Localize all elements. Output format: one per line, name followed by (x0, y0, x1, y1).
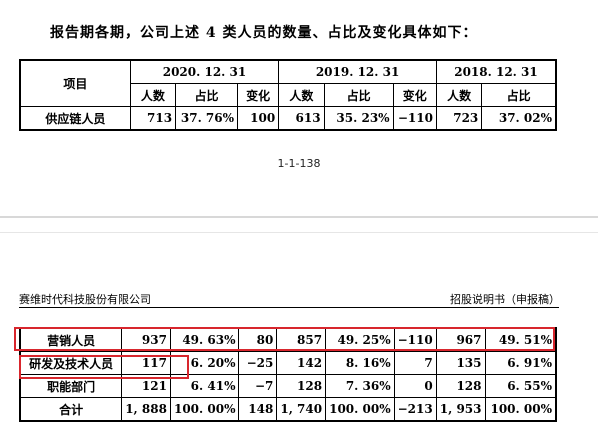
table-cell: 6. 41% (169, 374, 240, 398)
table-cell: 6. 55% (484, 374, 557, 398)
document-header: 招股说明书（申报稿） (450, 293, 560, 306)
table-cell: 49. 63% (169, 327, 240, 352)
table-cell: −25 (238, 351, 278, 375)
header-rule (19, 307, 559, 308)
table-cell: −110 (393, 327, 437, 352)
page-number: 1-1-138 (277, 157, 321, 170)
sub-header: 变化 (237, 83, 280, 107)
table-cell: 128 (435, 374, 486, 398)
table-cell: 713 (129, 106, 177, 131)
table-cell: 6. 20% (169, 351, 240, 375)
table-cell: 49. 25% (325, 327, 395, 352)
highlight-box-rd-cell (19, 355, 189, 379)
sub-header: 占比 (323, 83, 394, 107)
table-row: 职能部门 121 6. 41% −7 128 7. 36% 0 128 6. 5… (19, 374, 557, 398)
table-cell: −7 (238, 374, 278, 398)
period-2020: 2020. 12. 31 (129, 59, 280, 84)
sub-header: 占比 (175, 83, 239, 107)
table-cell: 613 (278, 106, 325, 131)
table-cell: −213 (393, 397, 437, 422)
table-cell: 857 (276, 327, 327, 352)
table-cell: 148 (238, 397, 278, 422)
table-cell: 0 (393, 374, 437, 398)
sub-header: 变化 (392, 83, 437, 107)
table-row: 营销人员 937 49. 63% 80 857 49. 25% −110 967… (19, 327, 557, 352)
intro-text: 报告期各期，公司上述 4 类人员的数量、占比及变化具体如下： (50, 25, 478, 41)
staff-table-top: 项目 2020. 12. 31 2019. 12. 31 2018. 12. 3… (19, 59, 557, 131)
table-cell: 35. 23% (323, 106, 394, 131)
table-cell: 100 (237, 106, 280, 131)
header-row-periods: 项目 2020. 12. 31 2019. 12. 31 2018. 12. 3… (19, 59, 557, 107)
sub-header: 人数 (129, 83, 177, 107)
row-label: 供应链人员 (19, 106, 131, 131)
table-cell: 37. 02% (481, 106, 557, 131)
table-cell: 723 (435, 106, 483, 131)
table-cell: 37. 76% (175, 106, 239, 131)
table-cell: 142 (276, 351, 327, 375)
table-cell: 100. 00% (325, 397, 395, 422)
table-cell: 1, 953 (435, 397, 486, 422)
page-break-divider (0, 232, 598, 233)
table-row: 研发及技术人员 117 6. 20% −25 142 8. 16% 7 135 … (19, 351, 557, 375)
row-label: 合计 (19, 397, 123, 422)
table-cell: 100. 00% (484, 397, 557, 422)
table-cell: 1, 740 (276, 397, 327, 422)
table-cell: 8. 16% (325, 351, 395, 375)
table-row-total: 合计 1, 888 100. 00% 148 1, 740 100. 00% −… (19, 397, 557, 422)
highlight-box-marketing-row (14, 327, 555, 351)
table-cell: 7 (393, 351, 437, 375)
company-header: 赛维时代科技股份有限公司 (19, 293, 151, 306)
sub-header: 人数 (435, 83, 483, 107)
table-cell: 1, 888 (121, 397, 171, 422)
table-cell: −110 (392, 106, 437, 131)
table-cell: 7. 36% (325, 374, 395, 398)
staff-table-bottom: 营销人员 937 49. 63% 80 857 49. 25% −110 967… (19, 327, 557, 422)
table-cell: 100. 00% (169, 397, 240, 422)
table-row: 供应链人员 713 37. 76% 100 613 35. 23% −110 7… (19, 106, 557, 131)
period-2019: 2019. 12. 31 (278, 59, 437, 84)
sub-header: 人数 (278, 83, 325, 107)
header-row-subs: 人数 占比 变化 人数 占比 变化 人数 占比 (20, 83, 557, 107)
table-cell: 128 (276, 374, 327, 398)
sub-header: 占比 (481, 83, 557, 107)
period-2018: 2018. 12. 31 (435, 59, 557, 84)
item-header: 项目 (19, 59, 131, 107)
page-break-divider (0, 216, 598, 218)
table-cell: 6. 91% (484, 351, 557, 375)
table-cell: 135 (435, 351, 486, 375)
